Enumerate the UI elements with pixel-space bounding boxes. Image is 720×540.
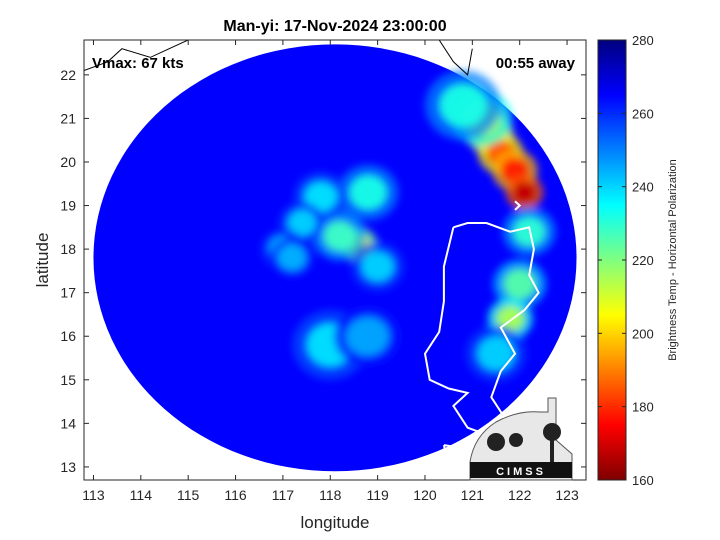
cimss-logo: CIMSS bbox=[469, 397, 573, 481]
y-tick-label: 19 bbox=[60, 198, 76, 214]
colorbar-label: Brightness Temp - Horizontal Polarizatio… bbox=[667, 159, 679, 361]
china-coast bbox=[84, 40, 190, 71]
plot-frame bbox=[83, 39, 587, 481]
x-tick-label: 113 bbox=[82, 487, 105, 503]
y-tick-label: 14 bbox=[60, 415, 76, 431]
chart-title: Man-yi: 17-Nov-2024 23:00:00 bbox=[223, 18, 446, 35]
x-tick-label: 118 bbox=[319, 487, 342, 503]
logo-dish-right bbox=[509, 433, 523, 447]
y-axis-ticks: 13 14 15 16 17 18 19 20 21 22 bbox=[60, 67, 586, 475]
y-tick-label: 15 bbox=[60, 372, 76, 388]
convection-features bbox=[260, 70, 556, 382]
logo-tower-ball bbox=[543, 423, 561, 441]
colorbar-tick-label: 160 bbox=[632, 473, 654, 488]
x-tick-label: 115 bbox=[177, 487, 200, 503]
taiwan-coast bbox=[438, 40, 473, 76]
y-tick-label: 20 bbox=[60, 154, 76, 170]
x-tick-label: 123 bbox=[555, 487, 579, 503]
colorbar-tick-label: 280 bbox=[632, 33, 654, 48]
colorbar bbox=[597, 39, 627, 481]
convection-cell bbox=[349, 175, 388, 210]
x-tick-label: 119 bbox=[366, 487, 389, 503]
time-away-annotation: 00:55 away bbox=[496, 55, 576, 72]
y-tick-label: 21 bbox=[60, 110, 76, 126]
convection-cell bbox=[278, 244, 307, 271]
x-tick-label: 117 bbox=[272, 487, 295, 503]
colorbar-ticks: 160 180 200 220 240 260 280 bbox=[598, 33, 654, 488]
y-tick-label: 16 bbox=[60, 328, 76, 344]
coastline-outside bbox=[84, 40, 473, 76]
logo-dish-left bbox=[487, 433, 505, 451]
colorbar-tick-label: 180 bbox=[632, 400, 654, 415]
x-tick-label: 120 bbox=[413, 487, 437, 503]
colorbar-tick-label: 240 bbox=[632, 180, 654, 195]
colorbar-tick-label: 200 bbox=[632, 326, 654, 341]
convection-cell bbox=[304, 181, 338, 213]
x-tick-label: 114 bbox=[130, 487, 153, 503]
vmax-annotation: Vmax: 67 kts bbox=[92, 55, 184, 72]
convection-cell bbox=[503, 268, 537, 300]
plot-area bbox=[84, 40, 586, 480]
logo-text: CIMSS bbox=[496, 466, 546, 478]
convection-cell bbox=[323, 220, 357, 252]
logo-banner bbox=[470, 462, 572, 478]
convection-cell bbox=[477, 336, 515, 372]
colorbar-tick-label: 220 bbox=[632, 253, 654, 268]
island-coast bbox=[514, 200, 522, 211]
x-tick-label: 121 bbox=[461, 487, 485, 503]
x-axis-label: longitude bbox=[300, 513, 369, 532]
convection-cell bbox=[361, 251, 395, 282]
y-tick-label: 22 bbox=[60, 67, 76, 83]
y-tick-label: 18 bbox=[60, 241, 76, 257]
x-tick-label: 116 bbox=[224, 487, 247, 503]
y-tick-label: 17 bbox=[60, 285, 76, 301]
convection-cell bbox=[346, 316, 390, 356]
colorbar-tick-label: 260 bbox=[632, 106, 654, 121]
convection-cell bbox=[512, 181, 537, 204]
y-tick-label: 13 bbox=[60, 459, 76, 475]
y-axis-label: latitude bbox=[33, 233, 52, 288]
x-tick-label: 122 bbox=[508, 487, 532, 503]
x-axis-ticks: 113 114 115 116 117 118 119 120 121 122 123 bbox=[82, 40, 579, 503]
convection-cell bbox=[439, 83, 487, 128]
convection-cell bbox=[287, 209, 317, 237]
logo-tower-post bbox=[550, 440, 554, 462]
